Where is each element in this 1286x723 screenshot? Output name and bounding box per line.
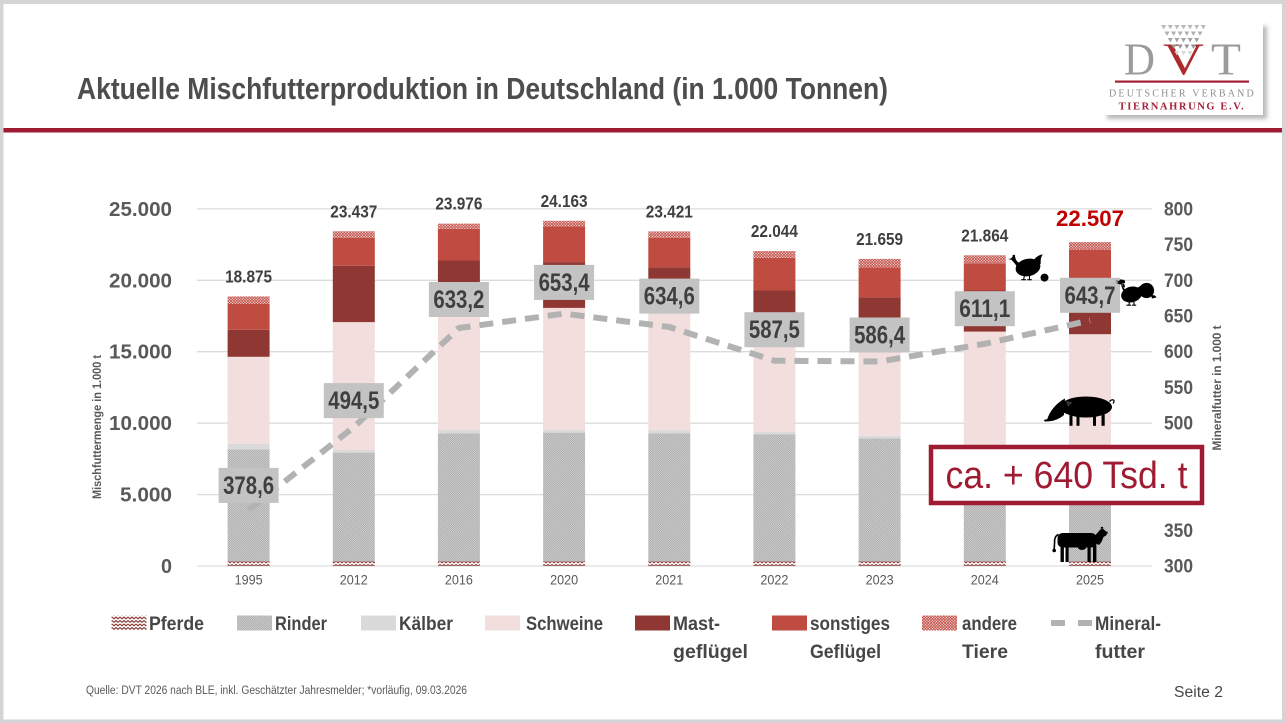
svg-text:2016: 2016 [445, 572, 473, 588]
svg-text:15.000: 15.000 [109, 342, 172, 364]
svg-text:Quelle: DVT 2026 nach BLE, ink: Quelle: DVT 2026 nach BLE, inkl. Geschät… [86, 685, 467, 697]
svg-text:Mast-: Mast- [673, 614, 720, 635]
svg-text:2022: 2022 [760, 572, 788, 588]
svg-text:22.044: 22.044 [751, 221, 798, 241]
svg-text:633,2: 633,2 [433, 286, 484, 314]
svg-text:634,6: 634,6 [644, 283, 695, 311]
svg-text:21.864: 21.864 [961, 225, 1008, 245]
svg-text:TIERNAHRUNG E.V.: TIERNAHRUNG E.V. [1119, 102, 1246, 113]
svg-text:24.163: 24.163 [541, 191, 588, 211]
svg-text:350: 350 [1164, 521, 1193, 542]
svg-text:sonstiges: sonstiges [810, 614, 890, 635]
svg-text:Rinder: Rinder [275, 614, 328, 635]
svg-text:21.659: 21.659 [856, 229, 903, 249]
svg-text:ca. + 640 Tsd. t: ca. + 640 Tsd. t [946, 455, 1188, 497]
svg-text:750: 750 [1164, 235, 1193, 256]
svg-text:2023: 2023 [866, 572, 894, 588]
svg-text:DEUTSCHER VERBAND: DEUTSCHER VERBAND [1109, 89, 1256, 100]
svg-text:700: 700 [1164, 271, 1193, 292]
svg-text:600: 600 [1164, 342, 1193, 363]
svg-text:10.000: 10.000 [109, 413, 172, 435]
svg-text:20.000: 20.000 [109, 270, 172, 292]
svg-text:Tiere: Tiere [962, 642, 1008, 663]
svg-text:andere: andere [962, 614, 1017, 635]
svg-text:D: D [1124, 34, 1155, 85]
svg-text:Pferde: Pferde [149, 614, 204, 635]
svg-text:587,5: 587,5 [749, 316, 800, 344]
svg-text:378,6: 378,6 [223, 472, 274, 500]
svg-text:23.421: 23.421 [646, 202, 693, 222]
svg-text:2025: 2025 [1076, 572, 1104, 588]
svg-text:5.000: 5.000 [120, 485, 172, 507]
svg-text:550: 550 [1164, 378, 1193, 399]
svg-text:futter: futter [1095, 642, 1146, 663]
svg-text:650: 650 [1164, 307, 1193, 328]
svg-text:2024: 2024 [971, 572, 999, 588]
svg-text:Schweine: Schweine [526, 614, 603, 635]
svg-text:494,5: 494,5 [328, 387, 379, 415]
svg-text:800: 800 [1164, 199, 1193, 220]
svg-text:Mischfuttermenge in 1.000 t: Mischfuttermenge in 1.000 t [90, 355, 104, 499]
svg-text:Mineral-: Mineral- [1095, 614, 1161, 635]
svg-text:23.976: 23.976 [435, 194, 482, 214]
svg-text:Kälber: Kälber [399, 614, 454, 635]
svg-text:586,4: 586,4 [854, 322, 905, 350]
svg-text:Mineralfutter in 1.000 t: Mineralfutter in 1.000 t [1210, 326, 1224, 451]
svg-text:Aktuelle Mischfutterproduktion: Aktuelle Mischfutterproduktion in Deutsc… [77, 72, 888, 106]
svg-text:0: 0 [161, 556, 172, 578]
svg-text:611,1: 611,1 [959, 295, 1010, 323]
svg-text:300: 300 [1164, 557, 1193, 578]
svg-text:1995: 1995 [235, 572, 263, 588]
svg-text:geflügel: geflügel [673, 642, 748, 663]
svg-text:2020: 2020 [550, 572, 578, 588]
svg-text:T: T [1211, 34, 1241, 85]
svg-text:Seite 2: Seite 2 [1174, 684, 1223, 701]
svg-text:25.000: 25.000 [109, 199, 172, 221]
svg-text:22.507: 22.507 [1056, 206, 1124, 231]
svg-text:23.437: 23.437 [330, 201, 377, 221]
svg-text:18.875: 18.875 [225, 266, 272, 286]
svg-text:643,7: 643,7 [1065, 282, 1116, 310]
svg-text:Geflügel: Geflügel [810, 642, 881, 663]
svg-text:500: 500 [1164, 414, 1193, 435]
svg-text:2021: 2021 [655, 572, 683, 588]
svg-text:2012: 2012 [340, 572, 368, 588]
svg-text:653,4: 653,4 [539, 269, 590, 297]
